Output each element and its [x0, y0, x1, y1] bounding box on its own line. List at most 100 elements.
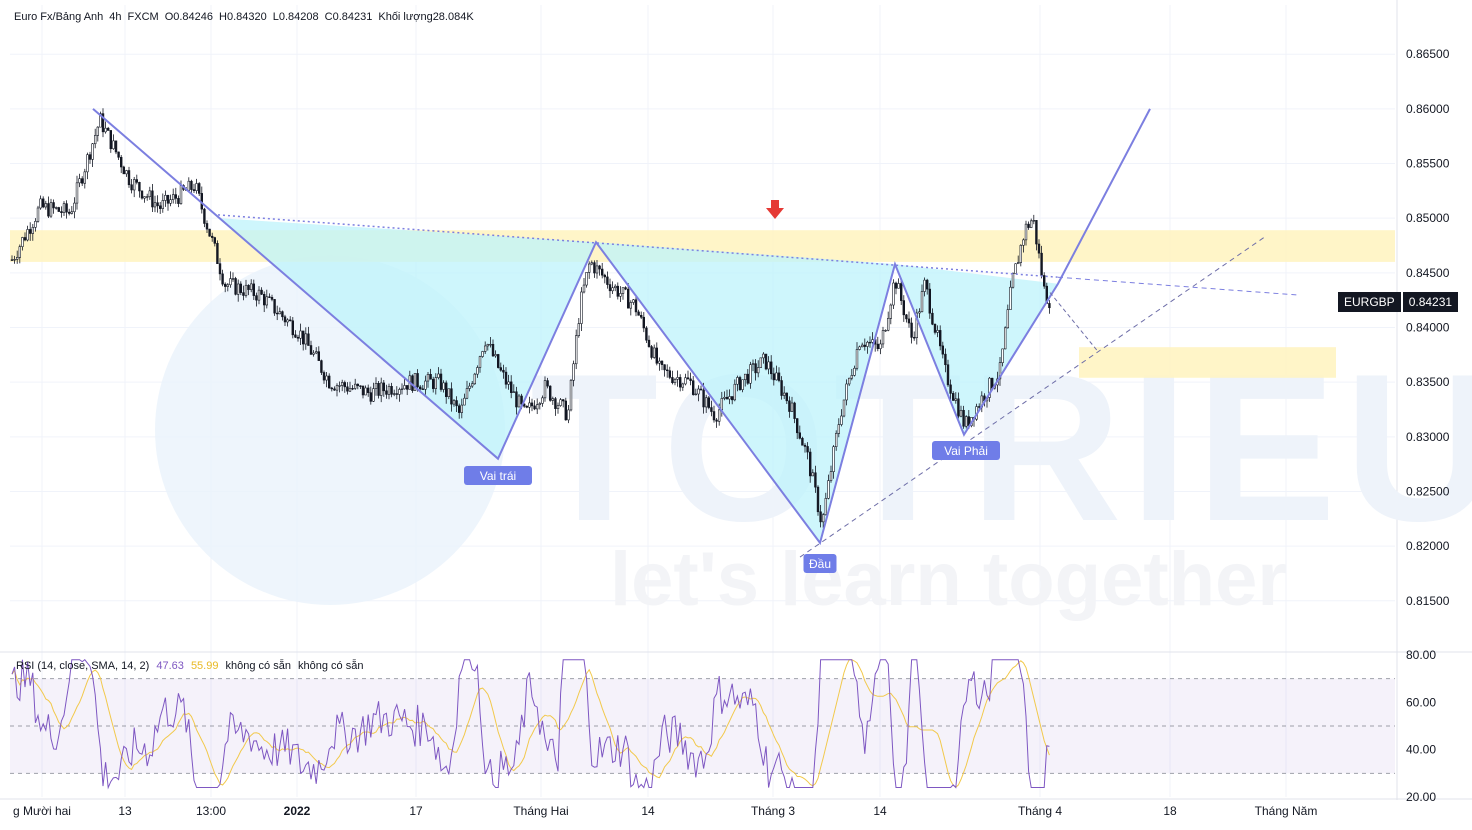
candle — [850, 368, 854, 381]
candle — [827, 474, 830, 500]
candle-body — [790, 402, 794, 412]
candle-body — [1024, 223, 1028, 241]
ohlc-open: O0.84246 — [164, 11, 214, 23]
candle — [257, 286, 261, 305]
candle-body — [543, 380, 547, 399]
candle — [268, 293, 271, 298]
candle-body — [866, 341, 869, 347]
candle — [442, 380, 445, 393]
price-tick-label: 0.86500 — [1406, 47, 1450, 61]
candle — [244, 279, 248, 298]
candle-body — [1016, 262, 1020, 265]
candle-body — [546, 380, 549, 387]
candle-body — [827, 480, 830, 499]
candle — [356, 383, 359, 390]
candle-body — [632, 299, 635, 303]
candle-body — [372, 388, 375, 402]
candle — [551, 396, 555, 405]
candle — [205, 220, 209, 234]
candle-body — [426, 374, 430, 382]
candle — [242, 285, 245, 301]
candle — [689, 372, 692, 386]
candle — [317, 346, 320, 361]
candle — [910, 317, 913, 344]
symbol-name[interactable]: Euro Fx/Bảng Anh — [14, 11, 104, 23]
label-right-shoulder: Vai Phải — [932, 441, 1000, 460]
candle — [26, 225, 29, 242]
candle-body — [343, 382, 346, 388]
candle-body — [533, 405, 536, 410]
candle — [707, 395, 711, 410]
candle-body — [650, 346, 653, 358]
candle-body — [309, 345, 313, 355]
candle-body — [187, 180, 190, 191]
candle-body — [689, 378, 692, 382]
candle-body — [400, 388, 404, 390]
candle-body — [192, 189, 196, 191]
candle-body — [346, 386, 349, 392]
candle — [1001, 348, 1004, 367]
candle-body — [224, 283, 227, 287]
price-axis[interactable]: 0.86500 0.86000 0.85500 0.85000 0.84500 0.840… — [1406, 47, 1450, 608]
candle — [569, 378, 573, 412]
candle-body — [764, 353, 768, 370]
candle — [172, 188, 175, 204]
candle — [1032, 214, 1036, 225]
candle — [577, 318, 581, 338]
candle-body — [824, 498, 828, 516]
candle-body — [177, 198, 180, 204]
candle — [886, 311, 890, 332]
candle — [379, 377, 383, 403]
candle-body — [239, 283, 242, 293]
candle-body — [296, 336, 300, 339]
candle — [47, 196, 50, 218]
candle-body — [814, 472, 817, 488]
candle-body — [86, 154, 89, 173]
candle — [658, 357, 661, 371]
candle — [200, 186, 203, 214]
candle — [899, 280, 903, 306]
candle-body — [73, 202, 76, 213]
candle — [447, 388, 450, 400]
candle — [431, 376, 435, 393]
candle-body — [897, 283, 900, 289]
time-axis[interactable]: g Mười hai 13 13:00 2022 17 Tháng Hai 14 Tháng … — [13, 804, 1317, 818]
candle-body — [905, 314, 908, 320]
candle — [192, 183, 196, 194]
candle-body — [738, 377, 742, 390]
candle-body — [122, 166, 126, 175]
neckline — [217, 214, 1059, 278]
candle-body — [1019, 245, 1023, 263]
candle-body — [793, 402, 796, 419]
candle — [122, 165, 126, 175]
candle — [574, 329, 578, 370]
candle — [587, 261, 591, 279]
exchange: FXCM — [127, 11, 159, 23]
candle — [312, 350, 315, 357]
candle — [515, 386, 518, 415]
candle-body — [429, 374, 432, 380]
retest-zone — [1079, 347, 1336, 378]
candle-body — [60, 211, 63, 213]
interval[interactable]: 4h — [109, 11, 122, 23]
candle — [437, 367, 440, 380]
candle-body — [161, 200, 164, 209]
candle — [866, 340, 869, 354]
rsi-name[interactable]: RSI (14, close, SMA, 14, 2) — [16, 660, 150, 672]
rsi-pane[interactable]: 80.00 60.00 40.00 20.00 — [10, 648, 1436, 804]
candle-body — [174, 194, 177, 199]
candle-body — [720, 398, 724, 411]
candle — [81, 176, 84, 186]
candle-body — [320, 360, 323, 373]
candle — [517, 393, 521, 408]
candle-body — [70, 211, 74, 214]
candle — [255, 292, 258, 307]
chart-header: Euro Fx/Bảng Anh 4h FXCM O0.84246 H0.84320 L0… — [14, 11, 480, 23]
candle-body — [795, 418, 799, 434]
candle — [333, 386, 336, 391]
candle — [902, 295, 906, 322]
candle-body — [819, 511, 822, 523]
candle — [613, 284, 617, 292]
candle — [221, 269, 224, 287]
